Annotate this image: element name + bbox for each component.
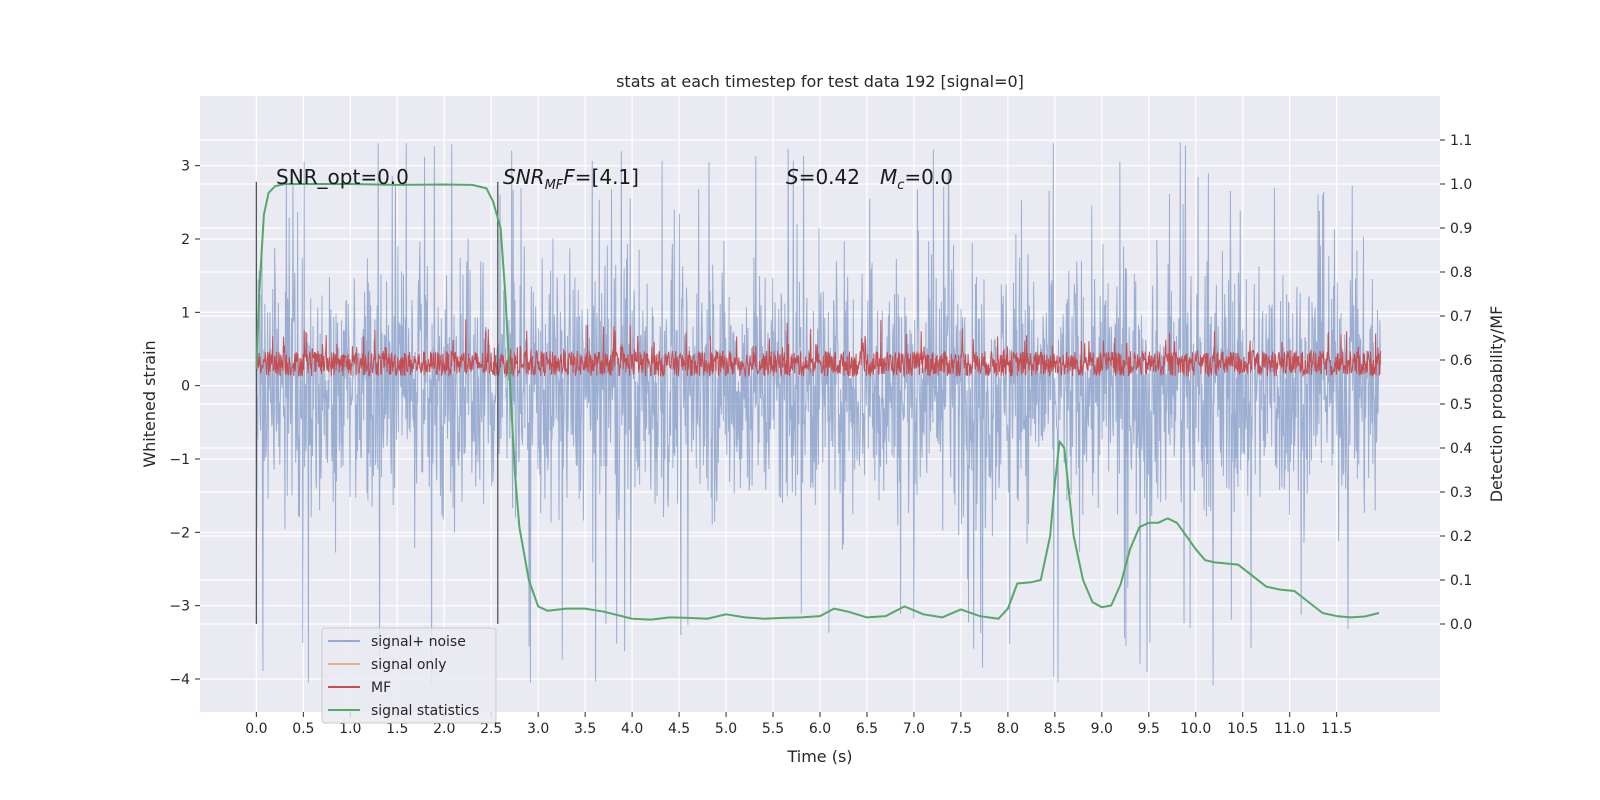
y-tick-label-3: −1 — [169, 452, 190, 468]
chart-title: stats at each timestep for test data 192… — [616, 72, 1024, 91]
x-axis-ticks: 0.0 0.5 1.0 1.5 2.0 2.5 3.0 3.5 4.0 4.5 5.0 5.5 6.0 6… — [245, 712, 1352, 737]
legend-box — [321, 627, 497, 724]
annotation-snr-mf: SNRMFF=[4.1] — [503, 165, 639, 193]
x-tick-label-18: 9.0 — [1091, 721, 1113, 737]
y-tick-label-5: 1 — [181, 305, 190, 321]
annotation-s-value: =0.42 — [799, 165, 860, 189]
x-tick-label-19: 9.5 — [1138, 721, 1160, 737]
x-tick-label-4: 2.0 — [433, 721, 455, 737]
annotation-mc-sub: c — [897, 178, 904, 193]
x-tick-label-3: 1.5 — [386, 721, 408, 737]
x-tick-label-15: 7.5 — [950, 721, 972, 737]
y-right-tick-label-11: 1.1 — [1450, 133, 1472, 149]
y-right-tick-label-1: 0.1 — [1450, 573, 1472, 589]
x-tick-label-12: 6.0 — [809, 721, 831, 737]
x-tick-label-21: 10.5 — [1227, 721, 1258, 737]
x-tick-label-23: 11.5 — [1321, 721, 1352, 737]
annotation-snr-mf-base: SNR — [503, 165, 545, 189]
annotation-mc-value: =0.0 — [904, 165, 953, 189]
annotation-snr-opt: SNR_opt=0.0 — [276, 165, 409, 189]
legend-label-signal-noise: signal+ noise — [371, 634, 466, 650]
y-right-tick-label-8: 0.8 — [1450, 265, 1472, 281]
legend-label-mf: MF — [371, 680, 391, 696]
signal-noise-line — [255, 142, 1382, 686]
y-right-tick-label-7: 0.7 — [1450, 309, 1472, 325]
y-tick-label-7: 3 — [181, 159, 190, 175]
x-tick-label-7: 3.5 — [574, 721, 596, 737]
y-tick-label-6: 2 — [181, 232, 190, 248]
legend: signal+ noise signal only MF signal stat… — [321, 627, 497, 724]
y-right-tick-label-9: 0.9 — [1450, 221, 1472, 237]
vertical-markers — [255, 181, 499, 624]
x-tick-label-13: 6.5 — [856, 721, 878, 737]
annotation-snr-mf-sub: MF — [545, 178, 564, 193]
legend-label-signal-statistics: signal statistics — [371, 703, 479, 719]
y-axis-right-label: Detection probability/MF — [1487, 306, 1506, 503]
signal-statistics-line — [255, 183, 1380, 621]
annotation-snr-mf-value: =[4.1] — [575, 165, 639, 189]
y-right-tick-label-5: 0.5 — [1450, 397, 1472, 413]
y-right-tick-label-3: 0.3 — [1450, 485, 1472, 501]
y-axis-right-ticks: 0.0 0.1 0.2 0.3 0.4 0.5 0.6 0.7 0.8 0.9 1.0 1.1 — [1440, 133, 1472, 633]
x-tick-label-2: 1.0 — [339, 721, 361, 737]
x-tick-label-11: 5.5 — [762, 721, 784, 737]
x-tick-label-9: 4.5 — [668, 721, 690, 737]
y-tick-label-4: 0 — [181, 379, 190, 395]
x-tick-label-0: 0.0 — [245, 721, 267, 737]
x-tick-label-5: 2.5 — [480, 721, 502, 737]
x-tick-label-14: 7.0 — [903, 721, 925, 737]
y-right-tick-label-6: 0.6 — [1450, 353, 1472, 369]
y-right-tick-label-10: 1.0 — [1450, 177, 1472, 193]
mf-series — [255, 319, 1382, 379]
annotation-s-base: S — [786, 165, 799, 189]
x-tick-label-8: 4.0 — [621, 721, 643, 737]
y-axis-label: Whitened strain — [140, 340, 159, 467]
grid — [200, 96, 1440, 712]
x-tick-label-20: 10.0 — [1180, 721, 1211, 737]
y-tick-label-1: −3 — [169, 599, 190, 615]
x-tick-label-17: 8.5 — [1044, 721, 1066, 737]
annotation-mc: Mc=0.0 — [880, 165, 953, 193]
x-tick-label-22: 11.0 — [1274, 721, 1305, 737]
signal-noise-series — [255, 142, 1382, 686]
annotation-snr-mf-f: F — [563, 165, 575, 189]
mf-line — [255, 319, 1382, 379]
annotation-s: S=0.42 — [786, 165, 860, 189]
legend-label-signal-only: signal only — [371, 657, 446, 673]
x-axis-label: Time (s) — [786, 747, 852, 766]
annotations: SNR_opt=0.0 SNRMFF=[4.1] S=0.42 Mc=0.0 — [276, 165, 953, 193]
y-right-tick-label-2: 0.2 — [1450, 529, 1472, 545]
signal-statistics-series — [255, 183, 1380, 621]
y-right-tick-label-4: 0.4 — [1450, 441, 1472, 457]
x-tick-label-16: 8.0 — [997, 721, 1019, 737]
y-tick-label-0: −4 — [169, 672, 190, 688]
x-tick-label-6: 3.0 — [527, 721, 549, 737]
x-tick-label-1: 0.5 — [292, 721, 314, 737]
annotation-mc-base: M — [880, 165, 897, 189]
x-tick-label-10: 5.0 — [715, 721, 737, 737]
y-right-tick-label-0: 0.0 — [1450, 617, 1472, 633]
y-tick-label-2: −2 — [169, 525, 190, 541]
y-axis-ticks: −4 −3 −2 −1 0 1 2 3 — [169, 159, 200, 688]
